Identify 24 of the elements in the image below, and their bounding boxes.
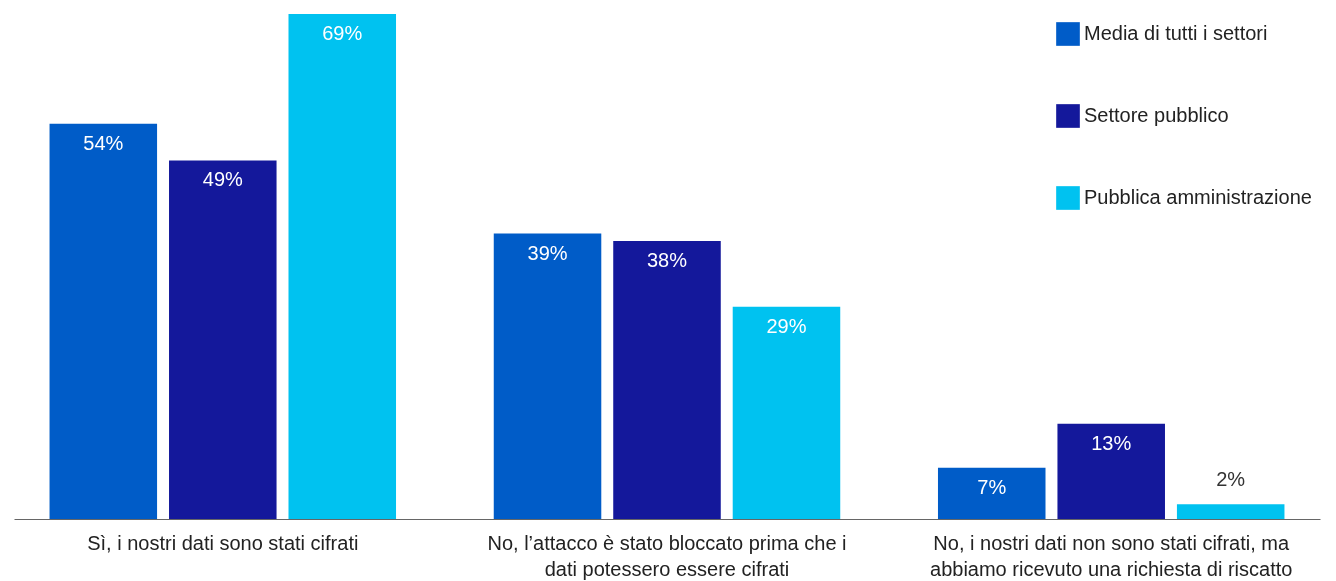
data-label: 54% bbox=[83, 131, 124, 154]
bar bbox=[288, 14, 397, 519]
data-label: 38% bbox=[646, 248, 688, 271]
data-label: 13% bbox=[1091, 431, 1132, 454]
bar bbox=[1176, 504, 1285, 519]
x-tick-label: No, l’attacco è stato bloccato prima che i dati potessero essere cifrati bbox=[487, 531, 847, 580]
bar bbox=[169, 160, 277, 519]
bar bbox=[493, 233, 602, 519]
data-label: 39% bbox=[527, 241, 568, 264]
x-tick-label: No, i nostri dati non sono stati cifrati, ma abbiamo ricevuto una richiesta di riscatto bbox=[930, 531, 1293, 580]
legend-label: Settore pubblico bbox=[1084, 104, 1229, 126]
data-label: 2% bbox=[1216, 468, 1246, 491]
legend-label: Pubblica amministrazione bbox=[1084, 186, 1312, 208]
data-label: 49% bbox=[202, 168, 244, 191]
legend-label: Media di tutti i settori bbox=[1084, 22, 1268, 44]
data-label: 69% bbox=[322, 22, 363, 44]
data-label: 7% bbox=[977, 475, 1007, 498]
bar bbox=[49, 123, 158, 519]
data-label: 29% bbox=[766, 314, 807, 337]
x-tick-label: Sì, i nostri dati sono stati cifrati bbox=[87, 531, 359, 554]
bar bbox=[613, 240, 721, 519]
bar bbox=[1057, 423, 1165, 519]
bar bbox=[732, 306, 841, 519]
bar bbox=[937, 467, 1046, 519]
